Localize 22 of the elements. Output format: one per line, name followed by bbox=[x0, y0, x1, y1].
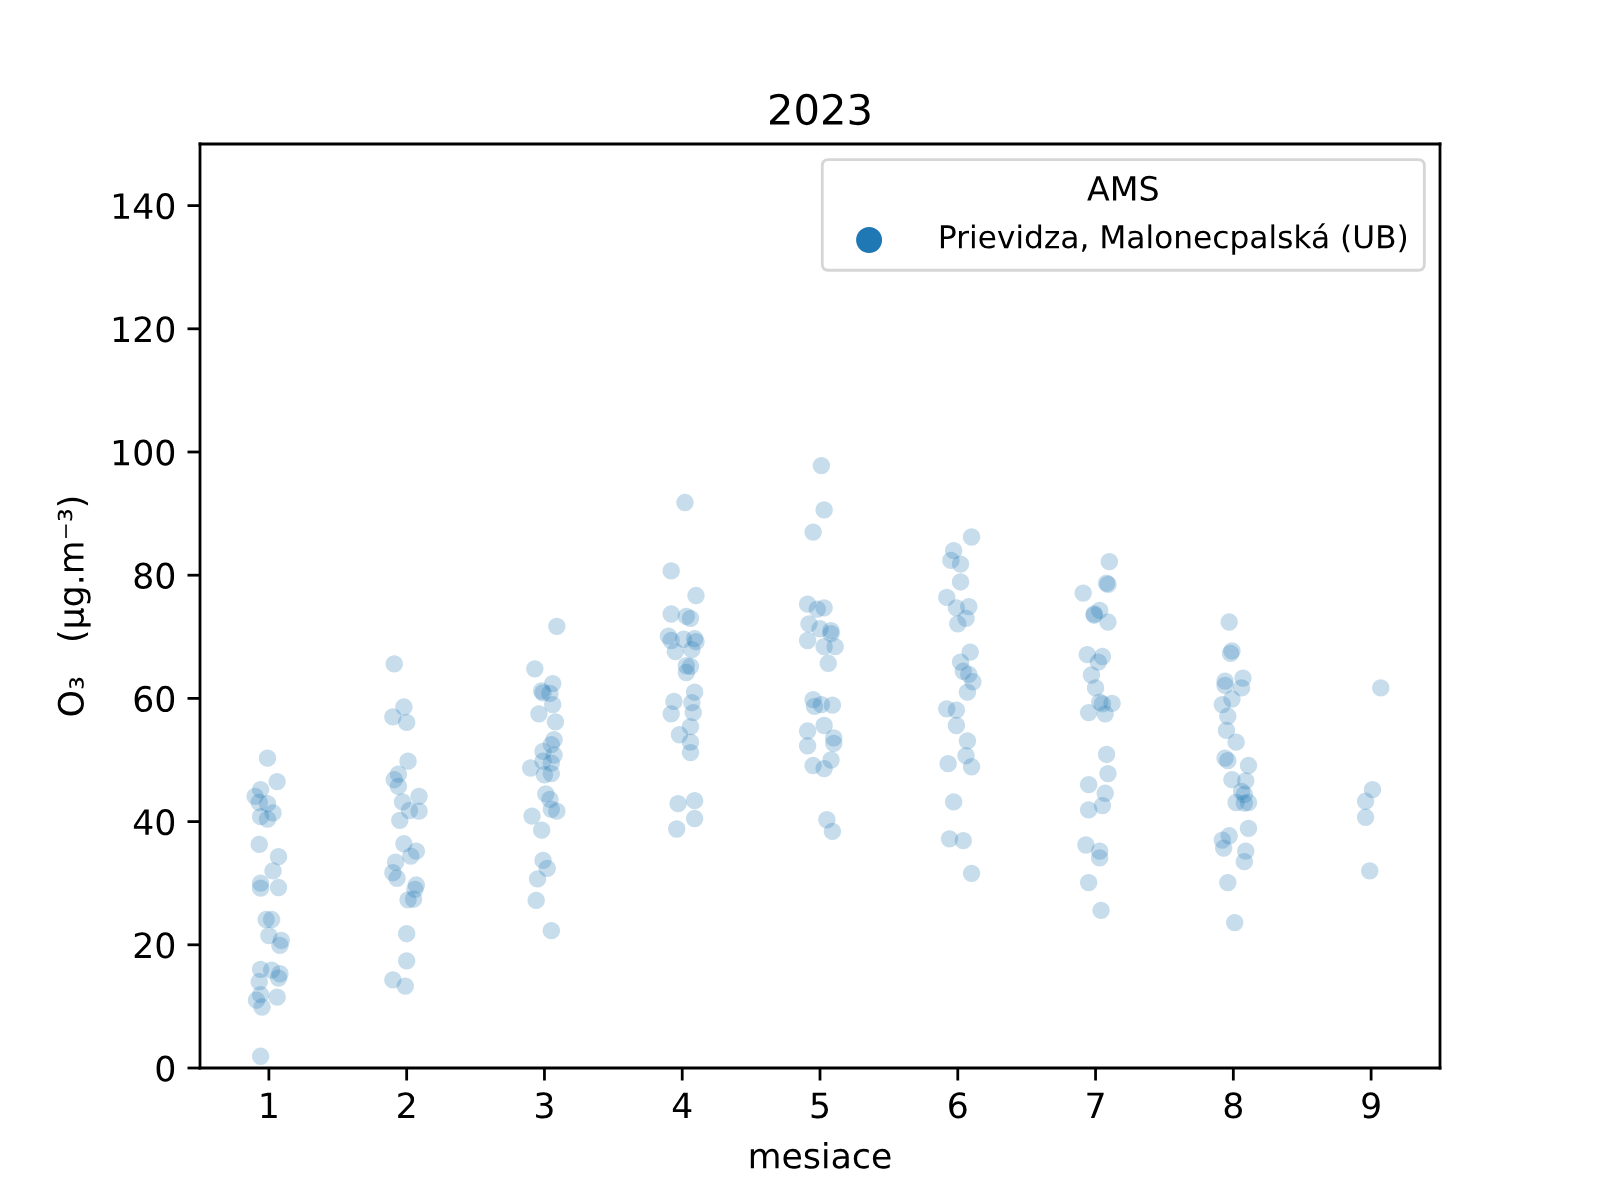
y-tick-label: 120 bbox=[113, 316, 175, 343]
y-tick-label: 60 bbox=[134, 685, 175, 713]
x-tick-label: 5 bbox=[811, 1092, 829, 1119]
y-tick-label: 0 bbox=[156, 1055, 175, 1082]
y-axis-title: O₃ (μg.m⁻³) bbox=[57, 497, 91, 716]
x-tick-label: 6 bbox=[949, 1092, 967, 1119]
x-tick-label: 2 bbox=[398, 1092, 415, 1118]
x-tick-label: 9 bbox=[1362, 1092, 1380, 1119]
x-tick-label: 7 bbox=[1087, 1092, 1104, 1118]
legend-title: AMS bbox=[1087, 175, 1158, 202]
x-tick-label: 3 bbox=[536, 1092, 553, 1119]
y-tick-label: 100 bbox=[113, 439, 175, 466]
x-tick-label: 4 bbox=[672, 1092, 692, 1118]
y-tick-label: 140 bbox=[113, 193, 175, 220]
y-tick-label: 40 bbox=[133, 809, 175, 836]
chart-title: 2023 bbox=[770, 93, 870, 126]
x-tick-label: 1 bbox=[261, 1092, 277, 1118]
y-tick-label: 80 bbox=[134, 562, 175, 589]
x-tick-label: 8 bbox=[1224, 1092, 1242, 1119]
legend-label: Prievidza, Malonecpalská (UB) bbox=[940, 223, 1407, 255]
y-tick-label: 20 bbox=[134, 932, 175, 959]
x-axis-title: mesiace bbox=[750, 1141, 891, 1169]
